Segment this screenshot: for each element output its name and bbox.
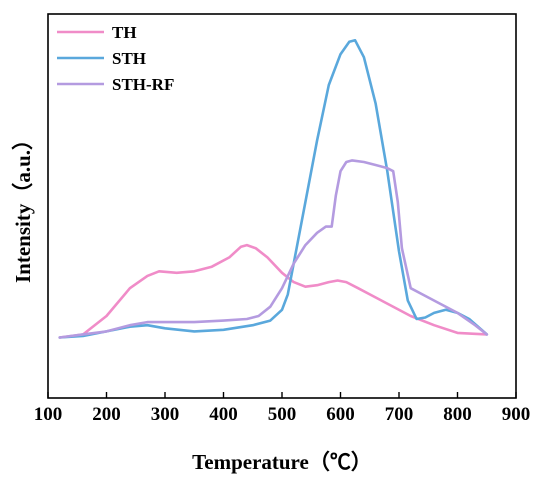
- x-tick-label: 300: [151, 404, 180, 425]
- plot-frame: [47, 13, 517, 399]
- x-axis-title: Temperature（℃）: [192, 450, 372, 474]
- x-tick-label: 600: [326, 404, 355, 425]
- x-tick-label: 500: [268, 404, 297, 425]
- x-tick-label: 200: [92, 404, 121, 425]
- series-group: [58, 39, 489, 339]
- legend: TH STH STH-RF: [57, 23, 174, 94]
- series-line-sth-rf: [58, 159, 489, 339]
- x-tick-label: 400: [209, 404, 238, 425]
- x-tick-label: 900: [502, 404, 531, 425]
- y-axis-title: Intensity（a.u.）: [11, 129, 35, 283]
- series-line-th: [58, 243, 489, 339]
- x-tick-label: 100: [34, 404, 63, 425]
- x-ticks: 100 200 300 400 500 600 700 800 900: [34, 392, 531, 425]
- legend-label-sth: STH: [112, 49, 146, 68]
- x-tick-label: 800: [443, 404, 472, 425]
- legend-label-th: TH: [112, 23, 137, 42]
- plot-border: [47, 13, 517, 399]
- legend-label-sth-rf: STH-RF: [112, 75, 174, 94]
- x-tick-label: 700: [385, 404, 414, 425]
- series-line-sth: [58, 39, 489, 339]
